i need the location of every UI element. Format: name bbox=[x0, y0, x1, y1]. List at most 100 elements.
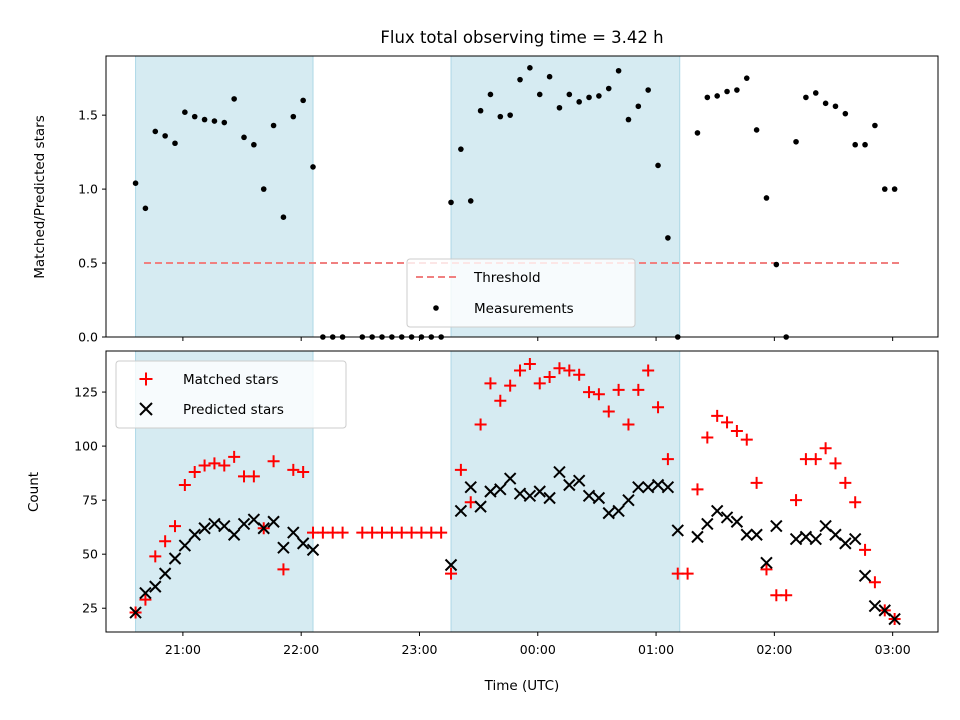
predicted-stars-point bbox=[523, 489, 537, 503]
measurement-point bbox=[201, 116, 208, 123]
x-tick-label: 03:00 bbox=[875, 642, 911, 657]
predicted-stars-point bbox=[582, 489, 596, 503]
matched-stars-point bbox=[247, 470, 260, 483]
observing-interval-shade bbox=[135, 56, 314, 337]
measurement-point bbox=[881, 186, 888, 192]
matched-stars-point bbox=[849, 496, 862, 509]
measurement-point bbox=[566, 91, 573, 98]
top-axes-frame bbox=[105, 55, 939, 338]
measurement-point bbox=[517, 76, 523, 83]
measurement-point bbox=[655, 162, 661, 169]
measurement-point bbox=[842, 110, 849, 117]
matched-stars-point bbox=[435, 526, 448, 539]
predicted-stars-legend-label: Predicted stars bbox=[183, 402, 284, 418]
matched-stars-point bbox=[583, 386, 596, 399]
measurement-point bbox=[507, 112, 513, 118]
predicted-stars-point bbox=[494, 483, 507, 496]
predicted-stars-point bbox=[464, 480, 477, 494]
bottom-legend-box bbox=[115, 360, 347, 429]
predicted-stars-point bbox=[839, 537, 852, 550]
matched-stars-point bbox=[523, 357, 536, 370]
y-tick-label: 75 bbox=[82, 493, 98, 508]
matched-stars-point bbox=[740, 433, 753, 446]
predicted-stars-point bbox=[257, 522, 270, 535]
measurement-point bbox=[487, 91, 494, 98]
measurement-point bbox=[152, 128, 159, 135]
measurement-point bbox=[270, 122, 277, 129]
predicted-stars-point bbox=[149, 580, 162, 593]
measurement-point bbox=[694, 130, 701, 136]
matched-stars-point bbox=[642, 364, 655, 377]
x-tick-label: 22:00 bbox=[283, 642, 319, 657]
x-tick-label: 00:00 bbox=[520, 642, 556, 657]
measurements-legend-handle bbox=[433, 305, 439, 311]
measurement-point bbox=[872, 122, 878, 129]
bottom-legend: Matched stars Predicted stars bbox=[115, 360, 347, 429]
measurement-point bbox=[645, 87, 651, 93]
matched-stars-point bbox=[198, 459, 211, 472]
measurement-point bbox=[812, 90, 819, 96]
predicted-stars-point bbox=[651, 478, 665, 492]
predicted-stars-point bbox=[306, 543, 320, 557]
measurement-point bbox=[803, 94, 809, 101]
predicted-stars-point bbox=[701, 517, 714, 531]
y-tick-label: 1.0 bbox=[78, 182, 98, 197]
measurement-point bbox=[300, 97, 306, 104]
matched-stars-point bbox=[494, 394, 507, 407]
matched-stars-point bbox=[612, 383, 625, 396]
predicted-stars-point bbox=[474, 500, 487, 513]
predicted-stars-point bbox=[237, 517, 251, 531]
measurement-point bbox=[497, 113, 504, 120]
predicted-stars-point bbox=[563, 478, 576, 492]
measurement-point bbox=[832, 103, 839, 110]
measurements-legend-label: Measurements bbox=[474, 301, 574, 317]
matched-stars-point bbox=[149, 550, 162, 563]
predicted-stars-point bbox=[829, 528, 842, 541]
measurement-point bbox=[448, 199, 454, 206]
matched-stars-point bbox=[859, 543, 872, 556]
measurement-point bbox=[132, 180, 139, 186]
measurement-point bbox=[704, 94, 711, 101]
top-legend-box bbox=[406, 258, 636, 328]
bottom-axes-frame bbox=[105, 350, 939, 633]
predicted-stars-point bbox=[178, 539, 192, 552]
measurement-point bbox=[773, 261, 780, 268]
measurement-point bbox=[743, 75, 750, 81]
bottom-panel: 25 50 75 100 125 21:00 22:00 23:00 00:00 01:00 02… bbox=[26, 350, 939, 694]
predicted-stars-legend-handle bbox=[139, 402, 153, 416]
measurement-point bbox=[596, 93, 602, 99]
matched-stars-legend-label: Matched stars bbox=[183, 372, 279, 388]
predicted-stars-point bbox=[484, 485, 497, 498]
predicted-stars-point bbox=[198, 522, 211, 535]
measurement-point bbox=[763, 195, 770, 201]
predicted-stars-point bbox=[454, 504, 468, 518]
bottom-y-axis-label: Count bbox=[26, 472, 42, 512]
measurement-point bbox=[231, 96, 237, 102]
predicted-stars-point bbox=[661, 480, 675, 494]
predicted-stars-point bbox=[129, 606, 142, 619]
matched-stars-point bbox=[464, 496, 477, 509]
predicted-stars-point bbox=[789, 532, 803, 546]
measurement-point bbox=[458, 146, 464, 152]
bottom-x-ticks: 21:00 22:00 23:00 00:00 01:00 02:00 03:00 bbox=[165, 632, 911, 657]
predicted-stars-point bbox=[819, 519, 832, 533]
top-y-ticks: 0.0 0.5 1.0 1.5 bbox=[78, 108, 106, 345]
predicted-stars-point bbox=[513, 487, 527, 500]
predicted-stars-point bbox=[277, 541, 290, 554]
measurement-point bbox=[586, 94, 592, 101]
predicted-stars-point bbox=[444, 558, 458, 572]
predicted-stars-point bbox=[622, 493, 635, 507]
measurement-point bbox=[576, 99, 582, 105]
measurement-point bbox=[260, 186, 267, 192]
matched-stars-point bbox=[721, 416, 734, 429]
matched-stars-point bbox=[661, 453, 674, 466]
predicted-stars-point bbox=[296, 537, 310, 550]
measurement-point bbox=[822, 100, 829, 107]
matched-stars-point bbox=[218, 459, 231, 472]
predicted-stars-point bbox=[267, 515, 280, 528]
matched-stars-point bbox=[839, 476, 852, 489]
measurement-point bbox=[290, 113, 297, 120]
matched-stars-point bbox=[188, 466, 201, 479]
y-tick-label: 1.5 bbox=[78, 108, 98, 123]
x-tick-label: 21:00 bbox=[165, 642, 201, 657]
